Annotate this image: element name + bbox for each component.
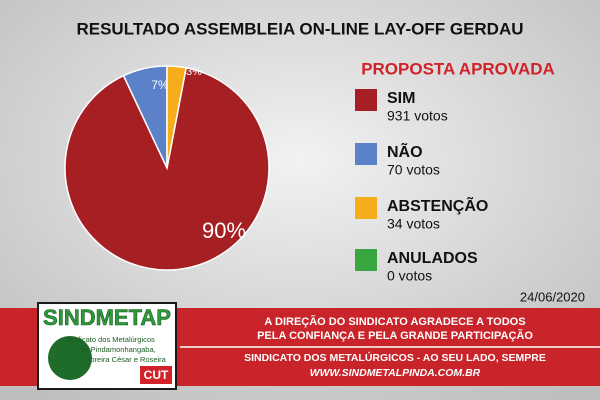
legend-swatch xyxy=(355,249,377,271)
logo-text: de Pindamonhangaba, xyxy=(80,345,155,354)
legend-label: ANULADOS xyxy=(387,250,478,267)
footer-line: PELA CONFIANÇA E PELA GRANDE PARTICIPAÇÃ… xyxy=(257,329,533,342)
slice-label: 3% xyxy=(186,66,202,78)
logo-badge-text: CUT xyxy=(144,368,169,382)
pie-slice xyxy=(64,66,270,271)
legend-swatch xyxy=(355,197,377,219)
logo-name: SINDMETAP xyxy=(43,305,171,330)
logo-text: Sindicato dos Metalúrgicos xyxy=(65,335,155,344)
subtitle: PROPOSTA APROVADA xyxy=(361,59,555,78)
legend-swatch xyxy=(355,143,377,165)
legend-votes: 34 votos xyxy=(387,216,440,232)
legend-swatch xyxy=(355,89,377,111)
logo-globe xyxy=(48,336,92,380)
pie-slice xyxy=(166,65,187,169)
chart-title: RESULTADO ASSEMBLEIA ON-LINE LAY-OFF GER… xyxy=(76,19,523,38)
logo: SINDMETAP Sindicato dos Metalúrgicos de … xyxy=(37,302,177,390)
date: 24/06/2020 xyxy=(520,289,585,304)
logo-badge xyxy=(140,366,172,384)
legend-votes: 70 votos xyxy=(387,162,440,178)
slice-label: 90% xyxy=(202,218,246,243)
footer-line: A DIREÇÃO DO SINDICATO AGRADECE A TODOS xyxy=(264,315,525,328)
legend-votes: 0 votos xyxy=(387,268,432,284)
legend-label: SIM xyxy=(387,90,415,107)
legend-label: ABSTENÇÃO xyxy=(387,195,488,215)
legend-label: NÃO xyxy=(387,141,423,161)
footer-line: SINDICATO DOS METALÚRGICOS - AO SEU LADO… xyxy=(244,351,546,364)
footer-url: WWW.SINDMETALPINDA.COM.BR xyxy=(310,367,481,379)
slice-label: 7% xyxy=(151,78,169,92)
legend-votes: 931 votos xyxy=(387,108,448,124)
logo-text: Moreira César e Roseira xyxy=(84,355,167,364)
